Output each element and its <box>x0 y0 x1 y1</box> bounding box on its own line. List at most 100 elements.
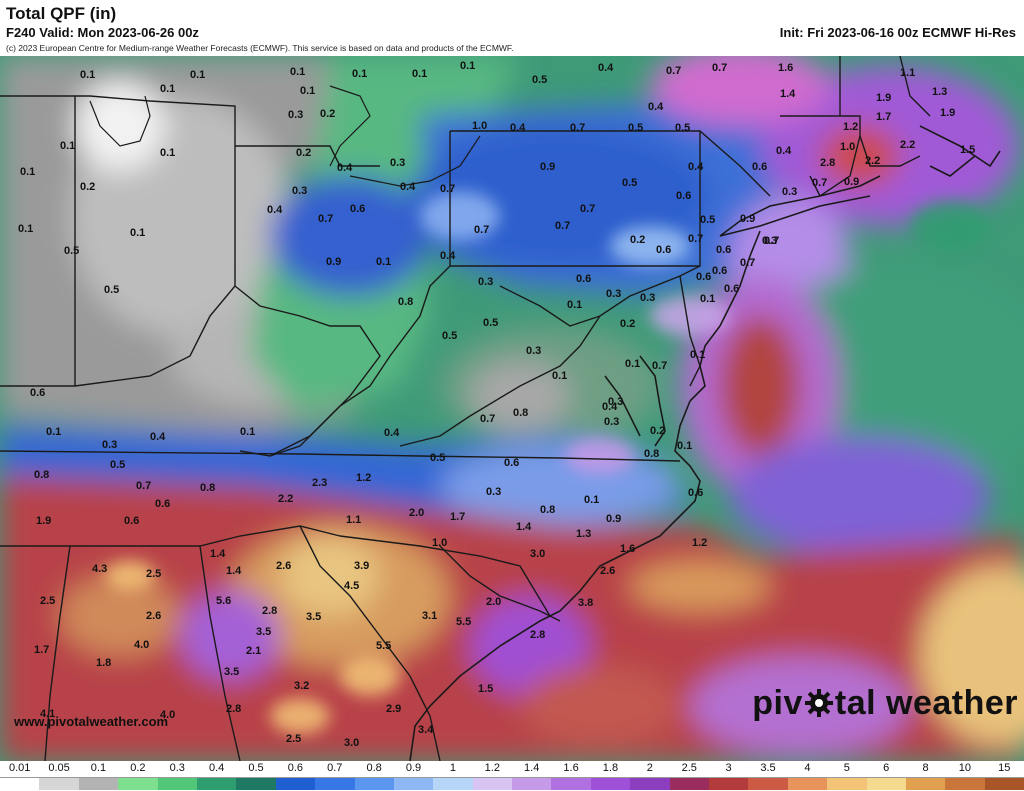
qpf-value-label: 0.5 <box>64 245 80 257</box>
valid-time: F240 Valid: Mon 2023-06-26 00z <box>6 25 199 40</box>
qpf-value-label: 0.2 <box>620 318 636 330</box>
qpf-value-label: 0.2 <box>296 147 312 159</box>
qpf-value-label: 0.6 <box>696 271 712 283</box>
qpf-value-label: 1.0 <box>432 537 448 549</box>
qpf-value-label: 0.3 <box>486 486 502 498</box>
qpf-value-label: 0.7 <box>764 235 780 247</box>
qpf-value-label: 4.1 <box>40 708 56 720</box>
qpf-value-label: 0.4 <box>400 181 416 193</box>
qpf-value-label: 0.1 <box>625 358 641 370</box>
qpf-value-label: 0.4 <box>602 401 618 413</box>
qpf-value-label: 3.4 <box>418 724 434 736</box>
qpf-value-label: 1.4 <box>226 565 242 577</box>
legend-label: 2 <box>646 762 653 774</box>
legend-label: 0.6 <box>287 762 304 774</box>
copyright-notice: (c) 2023 European Centre for Medium-rang… <box>6 43 514 53</box>
qpf-value-label: 0.5 <box>532 74 548 86</box>
color-legend: 0.01 0.05 0.1 0.2 0.3 0.4 0.5 0.6 0.7 0.8 0.9 1 1.2 1… <box>0 761 1024 791</box>
qpf-value-label: 0.1 <box>60 140 76 152</box>
qpf-value-label: 0.3 <box>292 185 308 197</box>
qpf-value-label: 0.9 <box>844 176 860 188</box>
qpf-value-label: 0.6 <box>576 273 592 285</box>
qpf-value-label: 0.7 <box>570 122 586 134</box>
qpf-value-label: 0.1 <box>190 69 206 81</box>
qpf-value-label: 1.1 <box>900 67 916 79</box>
legend-label: 1 <box>449 762 456 774</box>
qpf-value-label: 0.7 <box>652 360 668 372</box>
qpf-value-label: 2.2 <box>865 155 881 167</box>
qpf-value-label: 0.1 <box>290 66 306 78</box>
pivotal-weather-logo: piv tal weather <box>752 683 1018 723</box>
legend-color-swatch <box>236 778 276 790</box>
qpf-value-label: 1.5 <box>960 144 976 156</box>
legend-label: 0.5 <box>248 762 264 774</box>
qpf-value-label: 0.2 <box>650 425 666 437</box>
logo-text-start: piv <box>752 683 803 722</box>
qpf-value-label: 0.1 <box>130 227 146 239</box>
gear-icon <box>804 689 833 717</box>
qpf-value-label: 0.5 <box>628 122 644 134</box>
legend-label: 0.2 <box>130 762 146 774</box>
qpf-value-label: 3.1 <box>422 610 438 622</box>
legend-color-swatch <box>118 778 158 790</box>
qpf-value-label: 0.6 <box>688 487 704 499</box>
qpf-value-label: 2.5 <box>286 733 302 745</box>
qpf-value-label: 5.6 <box>216 595 232 607</box>
legend-color-swatch <box>905 778 946 790</box>
qpf-value-label: 0.7 <box>136 480 152 492</box>
qpf-value-label: 0.1 <box>690 349 706 361</box>
legend-label: 0.01 <box>8 762 31 774</box>
qpf-value-label: 3.5 <box>306 611 322 623</box>
legend-color-swatch <box>196 778 237 790</box>
qpf-value-label: 0.7 <box>740 257 756 269</box>
precipitation-field <box>0 56 1024 761</box>
qpf-value-label: 1.4 <box>516 521 532 533</box>
qpf-value-label: 0.6 <box>712 265 728 277</box>
qpf-value-label: 2.6 <box>276 560 292 572</box>
qpf-value-label: 3.2 <box>294 680 310 692</box>
qpf-value-label: 0.5 <box>675 122 691 134</box>
qpf-value-label: 0.7 <box>712 62 728 74</box>
precipitation-map[interactable]: 0.1 0.1 0.1 0.1 0.1 0.1 0.4 0.7 0.7 1.6 1.1 0.1 0.1 0… <box>0 56 1024 761</box>
qpf-value-label: 4.5 <box>344 580 360 592</box>
qpf-value-label: 0.6 <box>504 457 520 469</box>
qpf-value-label: 0.7 <box>555 220 571 232</box>
qpf-value-label: 3.5 <box>256 626 272 638</box>
state-borders <box>0 56 931 761</box>
legend-label: 3.5 <box>760 762 776 774</box>
init-time: Init: Fri 2023-06-16 00z ECMWF Hi-Res <box>779 25 1016 40</box>
qpf-value-label: 3.5 <box>224 666 240 678</box>
legend-color-swatch <box>590 778 631 790</box>
qpf-value-label: 0.5 <box>483 317 499 329</box>
qpf-value-label: 0.1 <box>160 147 176 159</box>
qpf-value-label: 0.1 <box>80 69 96 81</box>
qpf-value-label: 1.4 <box>210 548 226 560</box>
qpf-value-label: 0.6 <box>656 244 672 256</box>
legend-label: 1.6 <box>563 762 579 774</box>
qpf-value-label: 1.7 <box>34 644 50 656</box>
qpf-value-label: 2.8 <box>262 605 278 617</box>
qpf-value-label: 0.4 <box>510 122 526 134</box>
qpf-value-label: 0.6 <box>724 283 740 295</box>
qpf-value-label: 3.8 <box>578 597 594 609</box>
legend-label: 15 <box>998 762 1011 774</box>
qpf-value-label: 3.0 <box>344 737 360 749</box>
qpf-value-label: 0.5 <box>622 177 638 189</box>
qpf-value-label: 0.1 <box>677 440 693 452</box>
qpf-value-label: 4.0 <box>134 639 150 651</box>
legend-label: 1.8 <box>602 762 619 774</box>
qpf-value-label: 3.9 <box>354 560 370 572</box>
qpf-value-label: 0.1 <box>412 68 428 80</box>
qpf-value-label: 0.3 <box>390 157 406 169</box>
legend-color-swatch <box>787 778 828 790</box>
qpf-value-label: 0.1 <box>700 293 716 305</box>
qpf-value-label: 1.0 <box>472 120 488 132</box>
qpf-value-label: 0.6 <box>716 244 732 256</box>
qpf-value-label: 3.0 <box>530 548 546 560</box>
qpf-value-label: 0.9 <box>606 513 622 525</box>
logo-text-end: tal weather <box>834 683 1018 722</box>
legend-color-swatch <box>866 778 906 790</box>
legend-label: 0.7 <box>327 762 343 774</box>
qpf-value-label: 0.4 <box>648 101 664 113</box>
legend-color-swatch <box>551 778 591 790</box>
